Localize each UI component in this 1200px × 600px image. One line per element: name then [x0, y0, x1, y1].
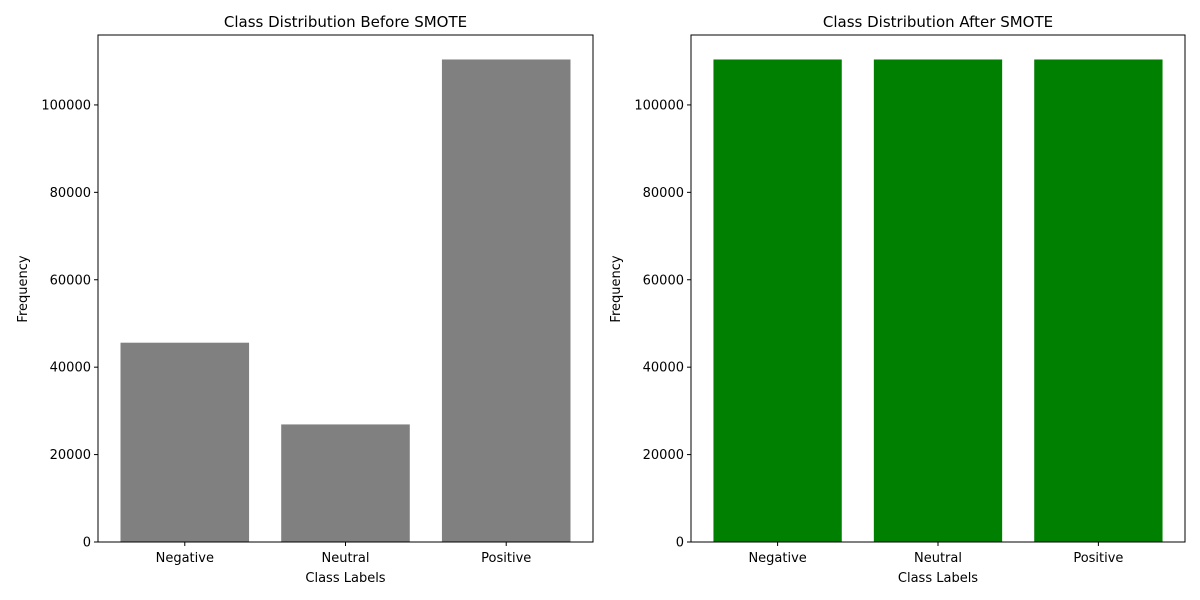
bar-before-neutral	[281, 424, 410, 542]
x-tick-label-before-negative: Negative	[156, 551, 214, 566]
x-tick-label-before-positive: Positive	[481, 551, 531, 566]
x-axis-label-after: Class Labels	[898, 571, 978, 586]
chart-panel-after-smote: Class Distribution After SMOTE Class Lab…	[609, 13, 1186, 586]
y-axis-label-after: Frequency	[609, 255, 624, 322]
x-tick-label-after-negative: Negative	[748, 551, 806, 566]
y-tick-label-after: 0	[676, 536, 684, 551]
y-tick-label-after: 40000	[643, 361, 684, 376]
bar-before-negative	[120, 342, 250, 542]
chart-title-after: Class Distribution After SMOTE	[823, 13, 1053, 31]
bar-before-positive	[441, 59, 571, 542]
y-tick-label-before: 0	[83, 536, 91, 551]
chart-title-before: Class Distribution Before SMOTE	[224, 13, 467, 31]
y-tick-label-before: 60000	[50, 273, 91, 288]
y-tick-label-after: 80000	[643, 186, 684, 201]
y-tick-label-before: 40000	[50, 361, 91, 376]
y-tick-label-before: 20000	[50, 448, 91, 463]
y-tick-label-after: 20000	[643, 448, 684, 463]
x-axis-label-before: Class Labels	[305, 571, 385, 586]
x-tick-label-before-neutral: Neutral	[322, 551, 370, 566]
bar-after-positive	[1034, 59, 1163, 542]
y-tick-label-after: 60000	[643, 273, 684, 288]
x-tick-label-after-neutral: Neutral	[914, 551, 962, 566]
chart-panel-before-smote: Class Distribution Before SMOTE Class La…	[16, 13, 594, 586]
y-tick-label-before: 100000	[41, 98, 91, 113]
bar-after-neutral	[873, 59, 1003, 542]
y-axis-label-before: Frequency	[16, 255, 31, 322]
y-tick-label-after: 100000	[634, 98, 684, 113]
x-tick-label-after-positive: Positive	[1073, 551, 1123, 566]
bar-after-negative	[713, 59, 842, 542]
y-tick-label-before: 80000	[50, 186, 91, 201]
